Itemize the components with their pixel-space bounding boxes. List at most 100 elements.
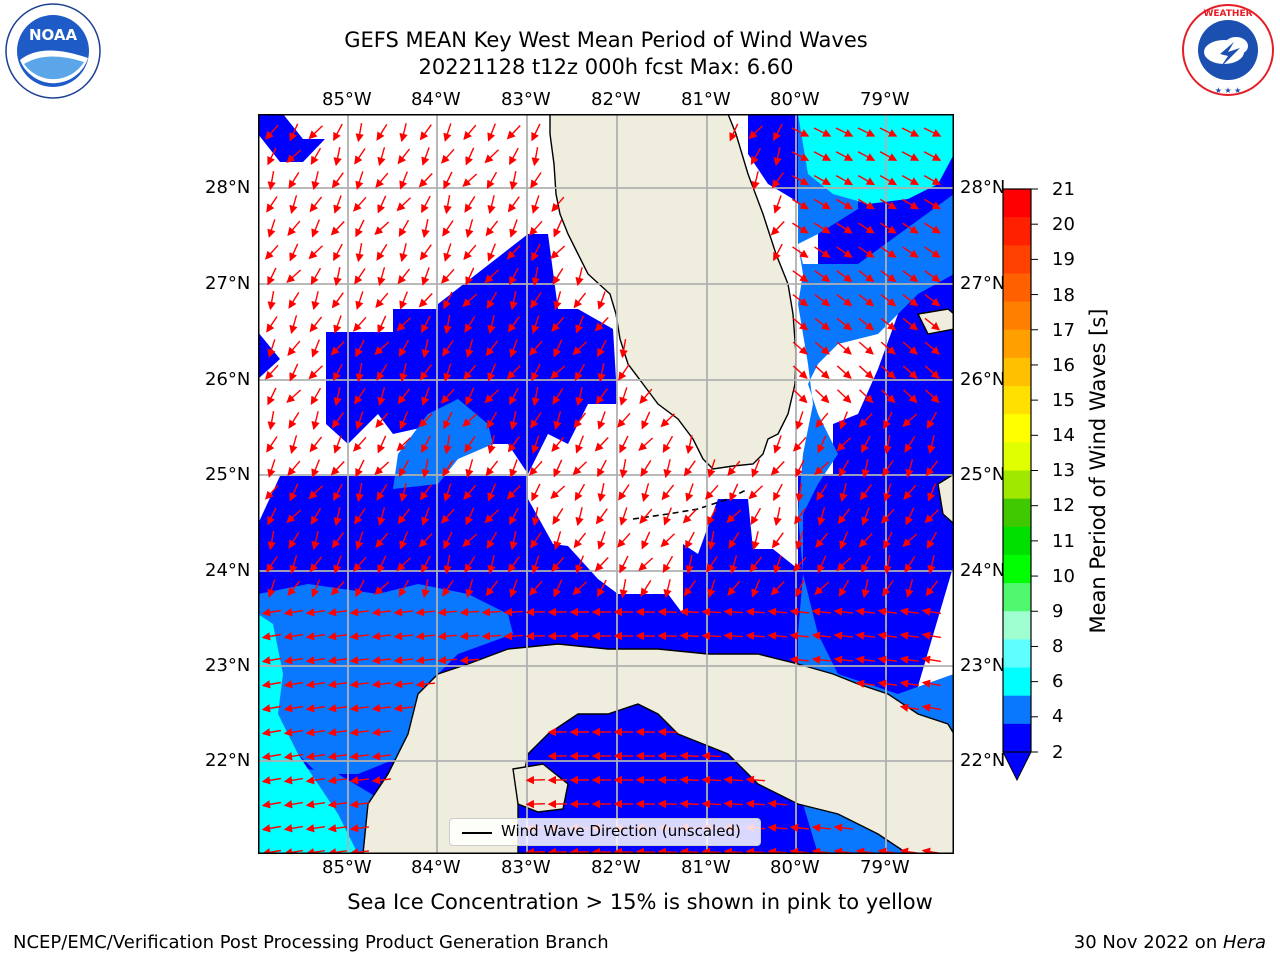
wind-arrow [817,555,827,574]
wind-arrow [745,799,766,809]
colorbar-cell [1003,414,1031,443]
wind-arrow [437,655,458,665]
wind-arrow [901,174,920,186]
wind-arrow [377,147,386,166]
wind-arrow [525,607,546,617]
wind-arrow [463,244,477,260]
wind-arrow [308,245,323,260]
wind-arrow [288,531,300,549]
wind-arrow [663,459,672,479]
wind-arrow [396,437,411,452]
colorbar-cell [1003,329,1031,359]
wind-arrow [880,222,897,234]
wind-arrow [836,365,852,379]
wind-arrow [371,608,392,617]
wind-arrow [355,483,364,503]
wind-arrow [858,317,875,331]
wind-arrow [836,341,852,355]
wind-arrow [442,460,454,477]
wind-arrow [813,174,832,186]
wind-arrow [679,799,700,809]
wind-arrow [355,339,365,358]
wind-arrow [525,775,546,785]
wind-arrow [925,460,939,477]
wind-arrow [393,656,414,665]
wind-arrow [638,437,654,451]
wind-arrow [770,581,785,596]
wind-arrow [349,656,370,665]
wind-arrow [657,799,678,809]
wind-arrow [904,435,916,453]
wind-arrow [550,485,566,499]
wind-arrow [858,222,875,234]
wind-arrow [525,631,546,641]
wind-arrow [443,363,452,382]
wind-arrow [421,579,430,599]
wind-arrow [355,531,364,550]
wind-arrow [640,459,652,477]
wind-arrow [683,460,696,477]
colorbar-cell [1003,695,1031,725]
wind-arrow [771,172,784,189]
wind-arrow [880,365,896,379]
wind-arrow [924,341,940,355]
wind-arrow [463,124,477,140]
wind-arrow [327,824,348,833]
wind-arrow [286,269,302,283]
wind-arrow [619,339,628,359]
wind-arrow [815,532,829,548]
wind-arrow [327,656,348,665]
wind-arrow [376,123,388,141]
wind-arrow [657,847,678,854]
wind-arrow [487,555,496,575]
wind-arrow [509,291,518,311]
wind-arrow [333,147,342,167]
wind-arrow [572,461,587,476]
wind-arrow [441,268,455,284]
wind-arrow [283,800,303,809]
wind-arrow [861,459,870,479]
wind-arrow [575,267,584,287]
lon-tick-bottom-82w: 82°W [591,857,641,878]
wind-arrow [925,580,939,597]
colorbar-label-14: 14 [1052,425,1075,446]
wind-arrow [305,656,326,665]
wind-arrow [880,246,897,258]
wind-arrow [575,387,584,407]
wind-arrow [398,339,410,358]
wind-arrow [595,388,608,405]
wind-arrow [811,823,832,832]
wind-arrow [814,246,831,258]
wind-arrow [283,704,303,713]
wind-arrow [751,459,761,478]
wind-arrow [399,411,409,430]
wind-arrow [529,460,543,476]
wind-arrow [574,483,586,502]
wind-arrow [267,531,276,551]
wind-arrow [701,751,722,761]
wind-arrow [795,531,804,550]
wind-arrow [836,270,853,283]
wind-arrow [261,824,281,833]
wind-arrow [266,556,278,573]
wind-arrow [855,679,876,688]
wind-arrow [835,198,853,210]
wind-arrow [701,799,722,809]
wind-arrow [660,413,675,428]
wind-arrow [838,579,850,598]
wind-arrow [902,317,919,331]
wind-arrow [371,776,392,785]
wind-arrow [464,315,476,333]
colorbar-cell [1003,386,1031,415]
wind-arrow [418,173,433,188]
wind-arrow [597,339,607,358]
wind-arrow [899,703,920,712]
wind-arrow [903,389,918,404]
wind-arrow [641,531,651,550]
wind-arrow [333,195,342,214]
wind-arrow [529,220,543,236]
wind-arrow [679,631,700,641]
wind-arrow [443,555,452,575]
wind-arrow [773,123,783,142]
wind-arrow [443,291,453,310]
